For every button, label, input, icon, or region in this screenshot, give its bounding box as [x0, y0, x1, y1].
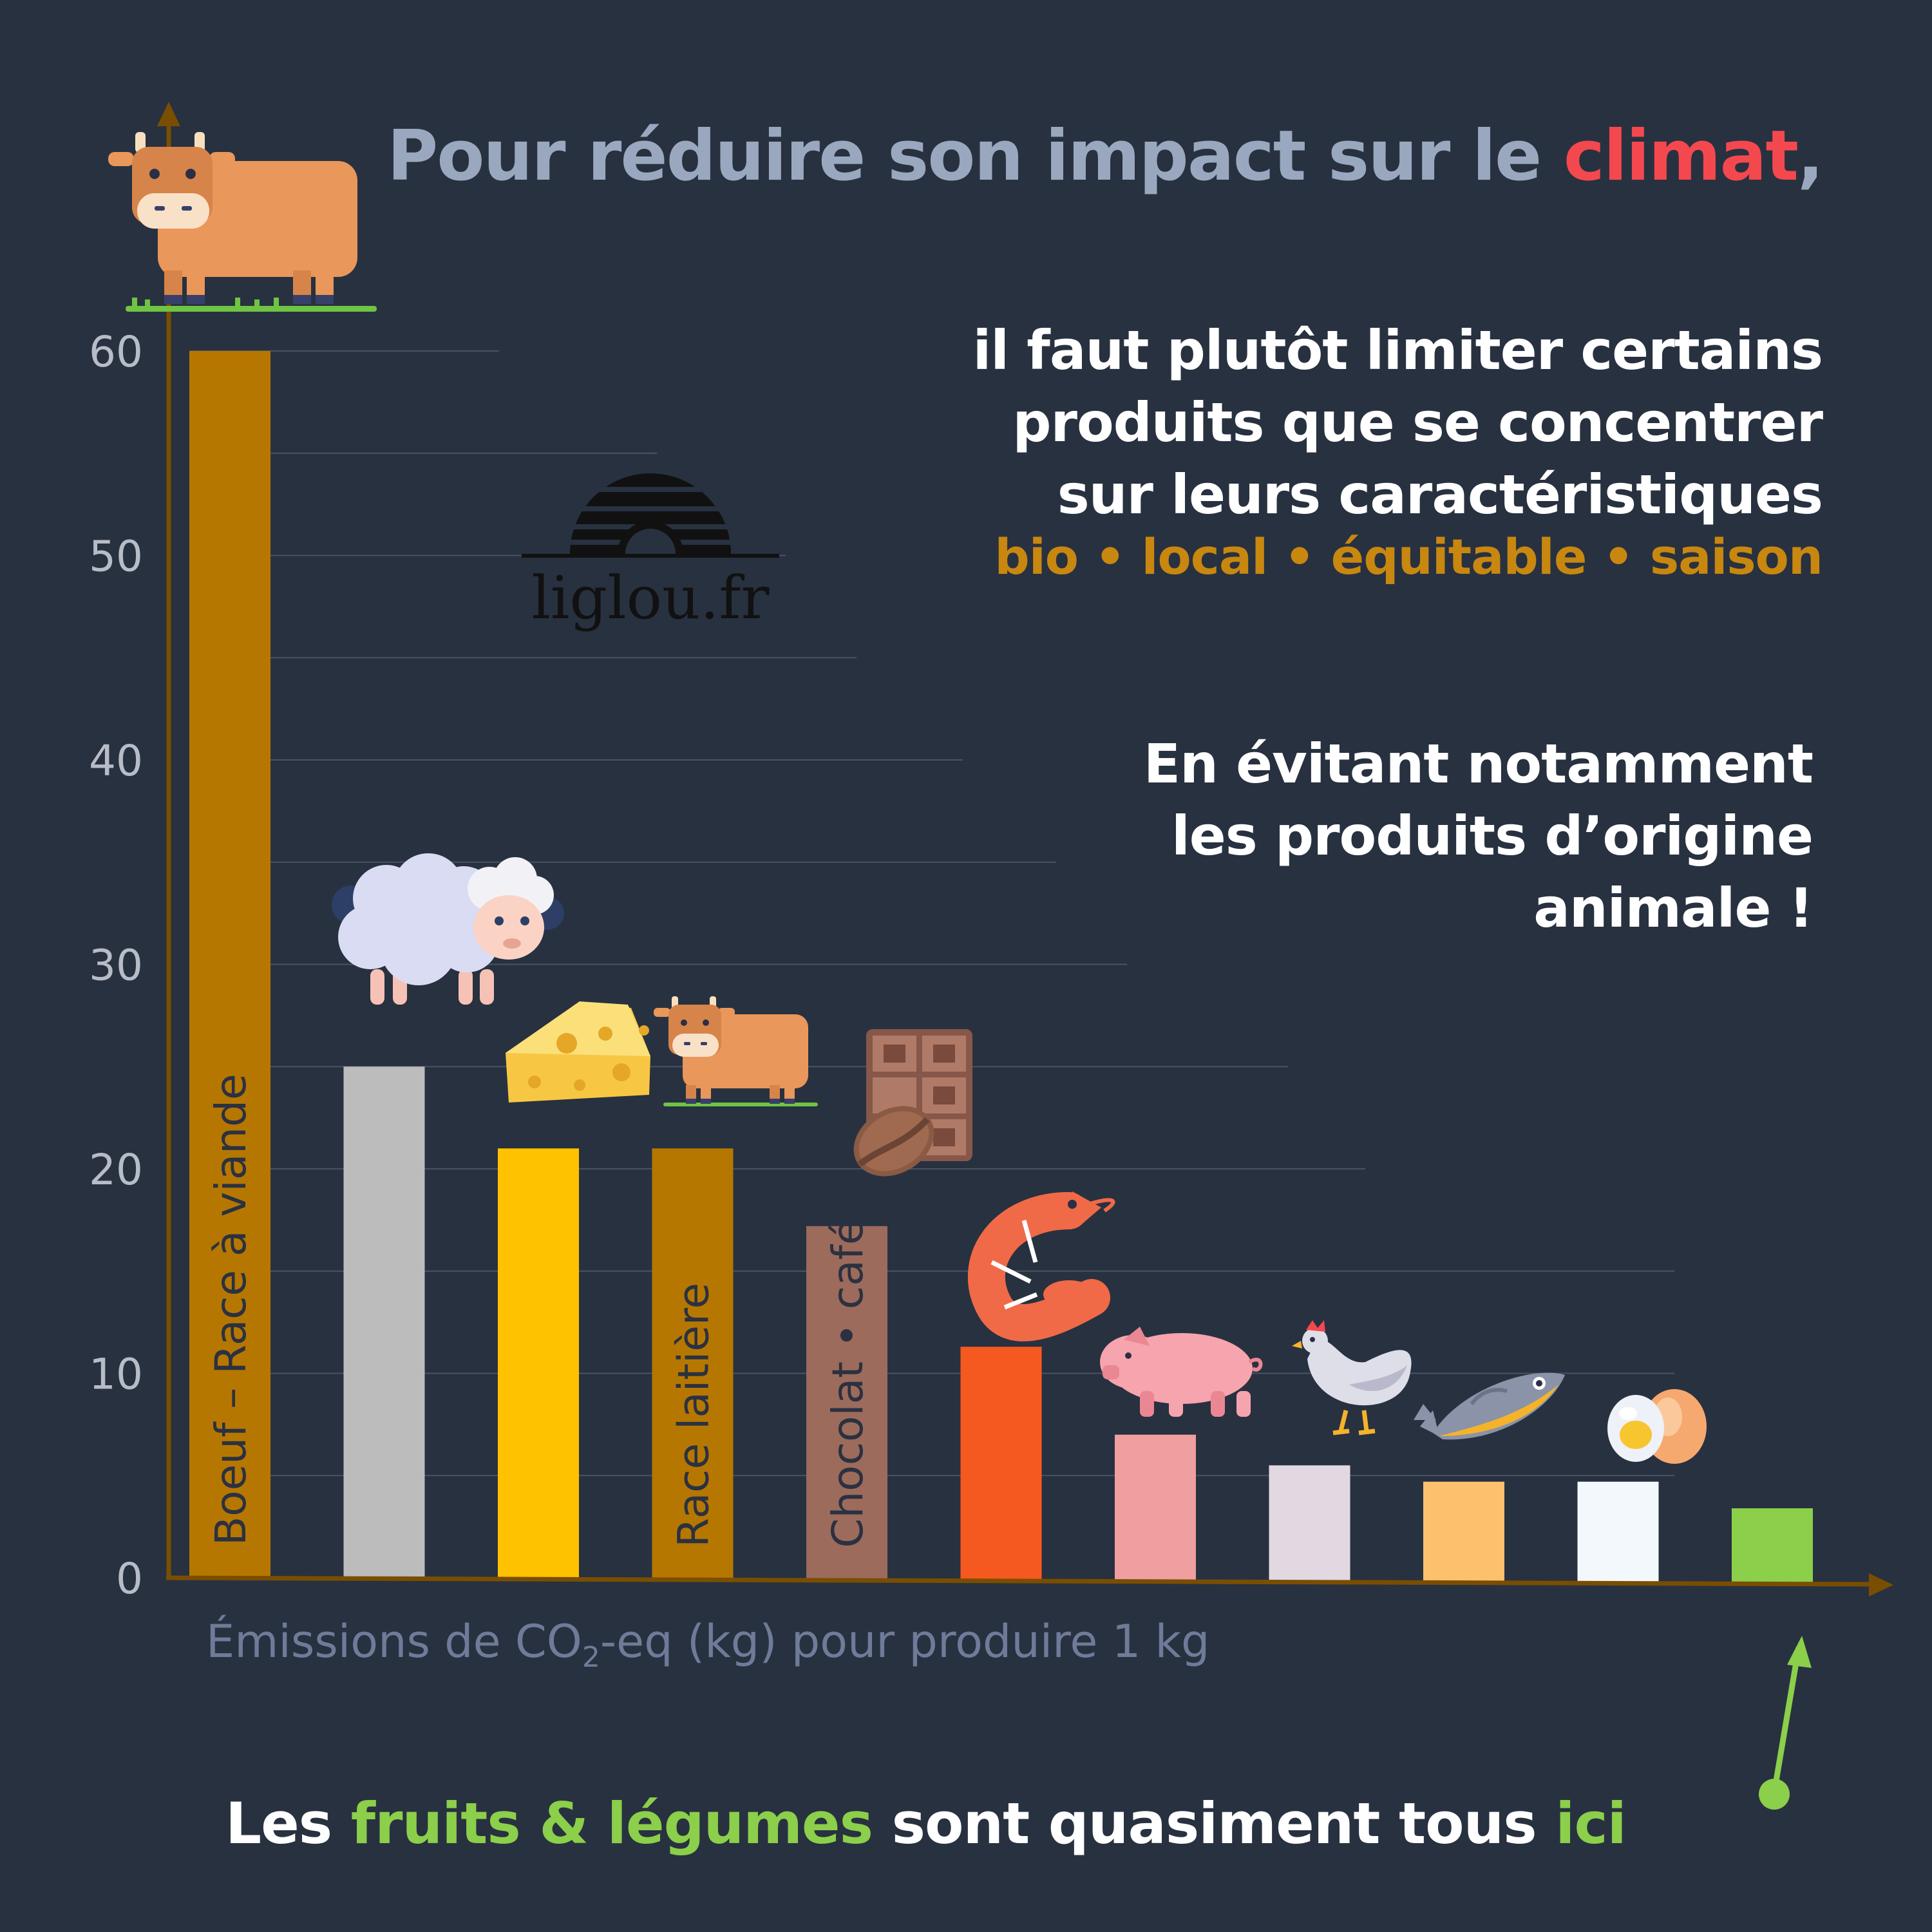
- axis-label-after: -eq (kg) pour produire 1 kg: [600, 1615, 1210, 1668]
- bar: [1732, 1508, 1813, 1584]
- note2-line-3: animale !: [1533, 876, 1814, 940]
- title-accent: climat: [1563, 116, 1799, 196]
- eggs-icon: [1607, 1389, 1707, 1464]
- footer-message: Les fruits & légumes sont quasiment tous…: [225, 1790, 1627, 1857]
- vegetables-pointer-arrow: [1759, 1636, 1812, 1810]
- y-tick-label: 10: [89, 1350, 143, 1399]
- fish-icon: [1414, 1372, 1565, 1440]
- beef-cow-icon: [108, 132, 377, 312]
- dairy-cow-icon: [654, 996, 818, 1106]
- axis-label-subscript: 2: [582, 1641, 600, 1674]
- y-axis-arrowhead: [157, 102, 180, 126]
- chicken-icon: [1292, 1320, 1412, 1435]
- y-tick-label: 40: [89, 736, 143, 786]
- chocolate-coffee-icon: [853, 1029, 972, 1177]
- note2-line-1: En évitant notamment: [1143, 732, 1814, 795]
- y-tick-label: 60: [89, 327, 143, 377]
- bar: [652, 1148, 734, 1580]
- note1-line-1: il faut plutôt limiter certains: [972, 319, 1823, 382]
- title-prefix: Pour réduire son impact sur le: [387, 116, 1564, 196]
- footer-part-3: sont quasiment tous: [872, 1790, 1556, 1857]
- bar: [1115, 1434, 1196, 1582]
- note2-line-2: les produits d’origine: [1171, 804, 1814, 867]
- note1-line-3: sur leurs caractéristiques: [1057, 463, 1823, 526]
- logo-text: liglou.fr: [531, 564, 770, 632]
- page-title: Pour réduire son impact sur le climat,: [387, 116, 1824, 196]
- igloo-logo-icon: [522, 473, 779, 558]
- footer-part-1: Les: [225, 1790, 351, 1857]
- y-tick-label: 50: [89, 532, 143, 582]
- sheep-icon: [332, 853, 564, 1005]
- footer-part-4: ici: [1555, 1790, 1626, 1857]
- shrimp-icon: [967, 1191, 1115, 1341]
- bar: [1269, 1465, 1350, 1582]
- axis-label-before: Émissions de CO: [206, 1615, 582, 1668]
- pig-icon: [1100, 1327, 1263, 1417]
- bar: [189, 351, 270, 1578]
- x-axis-title: Émissions de CO2-eq (kg) pour produire 1…: [206, 1615, 1209, 1674]
- y-tick-label: 30: [89, 941, 143, 990]
- footer-part-2: fruits & légumes: [350, 1790, 873, 1857]
- x-axis-arrowhead: [1869, 1573, 1893, 1596]
- bar: [1577, 1481, 1659, 1584]
- y-tick-label: 20: [89, 1145, 143, 1195]
- bar: [1423, 1481, 1504, 1583]
- note-animal-products: En évitant notamment les produits d’origi…: [976, 728, 1814, 944]
- cheese-icon: [506, 1001, 650, 1103]
- bar-label: Chocolat • café: [823, 1219, 873, 1548]
- y-tick-label: 0: [116, 1554, 143, 1604]
- bar: [343, 1066, 425, 1578]
- liglou-logo: liglou.fr: [515, 451, 786, 644]
- note-limit-products: il faut plutôt limiter certains produits …: [728, 314, 1823, 531]
- bar: [806, 1226, 887, 1580]
- characteristics-tags: bio • local • équitable • saison: [994, 528, 1823, 585]
- bar-label: Boeuf – Race à viande: [206, 1074, 256, 1546]
- bar: [960, 1347, 1042, 1581]
- x-axis: [166, 1575, 1871, 1587]
- bar-label: Race laitière: [669, 1283, 719, 1548]
- title-suffix: ,: [1797, 116, 1824, 196]
- note1-line-2: produits que se concentrer: [1012, 391, 1823, 454]
- bar: [498, 1148, 579, 1579]
